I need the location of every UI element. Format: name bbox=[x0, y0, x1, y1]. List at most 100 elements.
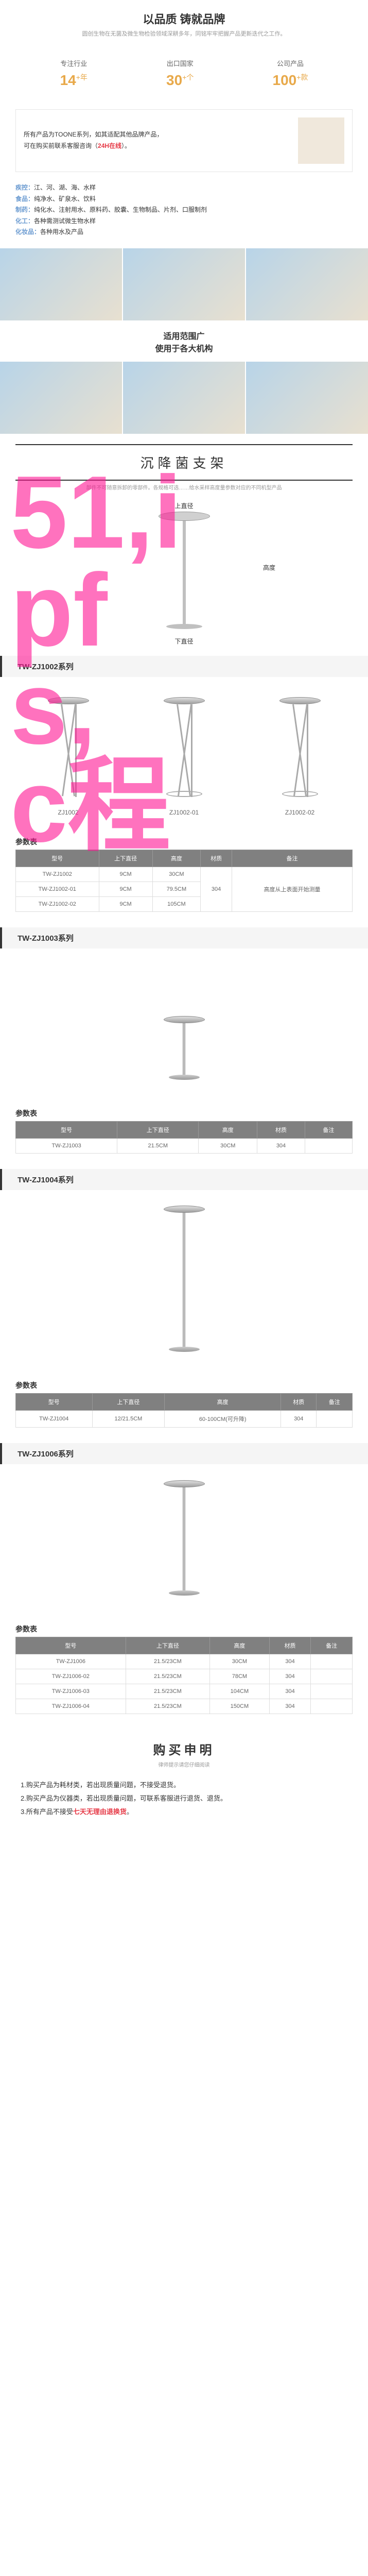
facility-photo bbox=[246, 248, 368, 320]
table-header: 材质 bbox=[281, 1393, 317, 1410]
product-item bbox=[164, 1480, 205, 1603]
purchase-item: 1.购买产品为耗材类，若出现质量问题，不接受退货。 bbox=[21, 1778, 347, 1792]
stat-item: 公司产品 100+款 bbox=[273, 58, 308, 89]
product-item bbox=[164, 1206, 205, 1360]
purchase-list: 1.购买产品为耗材类，若出现质量问题，不接受退货。2.购买产品为仪器类，若出现质… bbox=[0, 1778, 368, 1839]
table-header: 材质 bbox=[269, 1637, 311, 1654]
photo-row-2 bbox=[0, 362, 368, 434]
table-header: 高度 bbox=[152, 850, 200, 867]
table-cell: 高度从上表面开始测量 bbox=[232, 867, 353, 911]
table-row: TW-ZJ1006-0421.5/23CM150CM304 bbox=[16, 1699, 353, 1714]
page-header: 以品质 铸就品牌 圆创生物在无菌及微生物检验领域深耕多年，同铭牢牢把握产品更新迭… bbox=[0, 0, 368, 48]
table-cell: TW-ZJ1006-03 bbox=[16, 1684, 126, 1699]
series-header: TW-ZJ1003系列 bbox=[0, 927, 368, 948]
table-cell: 30CM bbox=[152, 867, 200, 882]
table-header: 型号 bbox=[16, 850, 99, 867]
table-row: TW-ZJ100412/21.5CM60-100CM(可升降)304 bbox=[16, 1410, 353, 1427]
header-subtitle: 圆创生物在无菌及微生物检验领域深耕多年，同铭牢牢把握产品更新迭代之工作。 bbox=[0, 29, 368, 38]
notice-line2: 可在购买前联系客服咨询（24H在线）。 bbox=[24, 141, 293, 152]
param-table: 型号上下直径高度材质备注TW-ZJ100321.5CM30CM304 bbox=[15, 1121, 353, 1154]
stat-unit: +年 bbox=[76, 73, 87, 81]
category-row: 化妆品：各种用水及产品 bbox=[15, 227, 353, 238]
product-name: ZJ1002 bbox=[48, 809, 89, 816]
purchase-item: 2.购买产品为仪器类，若出现质量问题，可联系客服进行退货、退货。 bbox=[21, 1792, 347, 1805]
dimension-diagram: 上直径 高度 下直径 bbox=[0, 501, 368, 646]
param-table: 型号上下直径高度材质备注TW-ZJ100412/21.5CM60-100CM(可… bbox=[15, 1393, 353, 1428]
table-cell: TW-ZJ1003 bbox=[16, 1138, 117, 1153]
table-row: TW-ZJ1006-0221.5/23CM78CM304 bbox=[16, 1669, 353, 1684]
table-header: 型号 bbox=[16, 1121, 117, 1138]
usage-banner: 适用范围广 使用于各大机构 bbox=[0, 321, 368, 362]
table-row: TW-ZJ100321.5CM30CM304 bbox=[16, 1138, 353, 1153]
notice-box: 所有产品为TOONE系列，如其适配其他品牌产品， 可在购买前联系客服咨询（24H… bbox=[15, 109, 353, 172]
category-row: 疾控：江、河、湖、海、水样 bbox=[15, 182, 353, 194]
table-cell: 21.5/23CM bbox=[126, 1699, 209, 1714]
param-table: 型号上下直径高度材质备注TW-ZJ10029CM30CM304高度从上表面开始测… bbox=[15, 850, 353, 912]
table-cell: 9CM bbox=[99, 896, 152, 911]
photo-row-1 bbox=[0, 248, 368, 320]
table-cell: 78CM bbox=[210, 1669, 270, 1684]
purchase-title: 购买申明 bbox=[0, 1730, 368, 1760]
notice-line1: 所有产品为TOONE系列，如其适配其他品牌产品， bbox=[24, 129, 293, 141]
notice-illustration bbox=[298, 117, 344, 164]
table-header: 高度 bbox=[199, 1121, 257, 1138]
table-cell: 12/21.5CM bbox=[92, 1410, 165, 1427]
stats-row: 专注行业14+年 出口国家30+个 公司产品 100+款 bbox=[0, 48, 368, 99]
facility-photo bbox=[0, 248, 122, 320]
table-header: 备注 bbox=[232, 850, 353, 867]
table-header: 型号 bbox=[16, 1637, 126, 1654]
product-item: ZJ1002 bbox=[48, 697, 89, 816]
table-cell: 9CM bbox=[99, 882, 152, 896]
table-cell: 150CM bbox=[210, 1699, 270, 1714]
facility-photo bbox=[246, 362, 368, 434]
table-cell: TW-ZJ1006 bbox=[16, 1654, 126, 1669]
stat-label: 公司产品 bbox=[273, 58, 308, 68]
table-cell: TW-ZJ1002 bbox=[16, 867, 99, 882]
stat-value: 100 bbox=[273, 72, 297, 89]
facility-photo bbox=[123, 362, 245, 434]
series-header: TW-ZJ1004系列 bbox=[0, 1169, 368, 1190]
facility-photo bbox=[0, 362, 122, 434]
table-cell bbox=[305, 1138, 352, 1153]
table-cell: TW-ZJ1002-02 bbox=[16, 896, 99, 911]
param-header: 参数表 bbox=[0, 1375, 368, 1393]
table-header: 上下直径 bbox=[99, 850, 152, 867]
table-cell: 304 bbox=[269, 1699, 311, 1714]
header-title: 以品质 铸就品牌 bbox=[0, 10, 368, 27]
table-cell: 304 bbox=[269, 1669, 311, 1684]
table-cell: 79.5CM bbox=[152, 882, 200, 896]
table-cell: 21.5/23CM bbox=[126, 1654, 209, 1669]
table-header: 高度 bbox=[165, 1393, 281, 1410]
product-name: ZJ1002-01 bbox=[164, 809, 205, 816]
table-cell bbox=[317, 1410, 353, 1427]
notice-text: 所有产品为TOONE系列，如其适配其他品牌产品， 可在购买前联系客服咨询（24H… bbox=[24, 129, 293, 151]
category-row: 食品：纯净水、矿泉水、饮料 bbox=[15, 194, 353, 205]
category-row: 制药：纯化水、注射用水、原料药、胶囊、生物制品、片剂、口服制剂 bbox=[15, 205, 353, 216]
stat-label: 出口国家 bbox=[166, 58, 194, 68]
table-row: TW-ZJ100621.5/23CM30CM304 bbox=[16, 1654, 353, 1669]
table-cell bbox=[311, 1654, 353, 1669]
product-row: ZJ1002 ZJ1002-01 ZJ1002-02 bbox=[0, 677, 368, 832]
stat-item: 出口国家30+个 bbox=[166, 58, 194, 89]
table-header: 上下直径 bbox=[126, 1637, 209, 1654]
series-header: TW-ZJ1002系列 bbox=[0, 656, 368, 677]
stat-item: 专注行业14+年 bbox=[60, 58, 87, 89]
product-item: ZJ1002-02 bbox=[279, 697, 321, 816]
table-cell: 30CM bbox=[199, 1138, 257, 1153]
category-row: 化工：各种需测试微生物水样 bbox=[15, 216, 353, 227]
table-cell bbox=[311, 1684, 353, 1699]
table-cell: 304 bbox=[281, 1410, 317, 1427]
param-header: 参数表 bbox=[0, 1103, 368, 1121]
table-row: TW-ZJ1006-0321.5/23CM104CM304 bbox=[16, 1684, 353, 1699]
table-cell bbox=[311, 1669, 353, 1684]
purchase-item: 3.所有产品不接受七天无理由退换货。 bbox=[21, 1805, 347, 1819]
stat-value: 14 bbox=[60, 72, 76, 89]
product-item bbox=[164, 1016, 205, 1088]
category-list: 疾控：江、河、湖、海、水样食品：纯净水、矿泉水、饮料制药：纯化水、注射用水、原料… bbox=[15, 182, 353, 238]
table-cell: TW-ZJ1006-04 bbox=[16, 1699, 126, 1714]
table-cell: 304 bbox=[257, 1138, 305, 1153]
stat-unit: +款 bbox=[296, 73, 308, 81]
table-header: 备注 bbox=[311, 1637, 353, 1654]
section-subtitle: 部件不可随意拆卸的零部件。各规格可选……给水采样高度量参数对应的不同机型产品 bbox=[15, 483, 353, 491]
table-cell: 304 bbox=[201, 867, 232, 911]
